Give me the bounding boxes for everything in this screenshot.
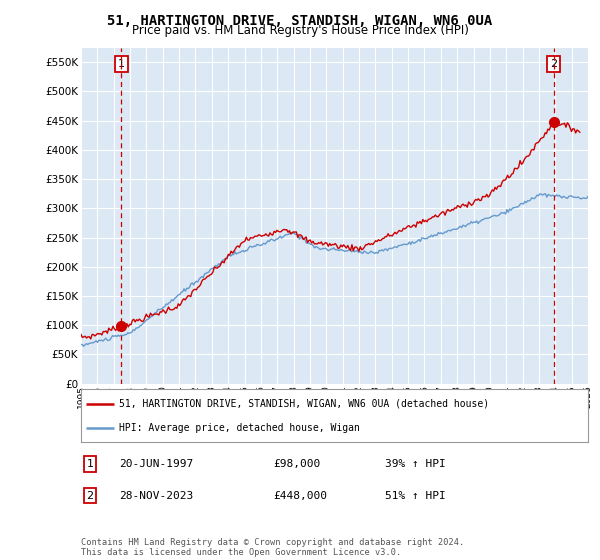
Text: 51% ↑ HPI: 51% ↑ HPI (385, 491, 446, 501)
Text: 28-NOV-2023: 28-NOV-2023 (119, 491, 193, 501)
Text: 2: 2 (86, 491, 94, 501)
Text: Contains HM Land Registry data © Crown copyright and database right 2024.
This d: Contains HM Land Registry data © Crown c… (81, 538, 464, 557)
Text: £98,000: £98,000 (274, 459, 321, 469)
Text: HPI: Average price, detached house, Wigan: HPI: Average price, detached house, Wiga… (119, 423, 360, 433)
Text: 20-JUN-1997: 20-JUN-1997 (119, 459, 193, 469)
Text: 1: 1 (118, 59, 125, 69)
Text: 51, HARTINGTON DRIVE, STANDISH, WIGAN, WN6 0UA (detached house): 51, HARTINGTON DRIVE, STANDISH, WIGAN, W… (119, 399, 489, 409)
Text: 1: 1 (86, 459, 94, 469)
Text: 39% ↑ HPI: 39% ↑ HPI (385, 459, 446, 469)
Text: Price paid vs. HM Land Registry's House Price Index (HPI): Price paid vs. HM Land Registry's House … (131, 24, 469, 37)
Text: 51, HARTINGTON DRIVE, STANDISH, WIGAN, WN6 0UA: 51, HARTINGTON DRIVE, STANDISH, WIGAN, W… (107, 14, 493, 28)
Text: £448,000: £448,000 (274, 491, 328, 501)
Text: 2: 2 (550, 59, 557, 69)
